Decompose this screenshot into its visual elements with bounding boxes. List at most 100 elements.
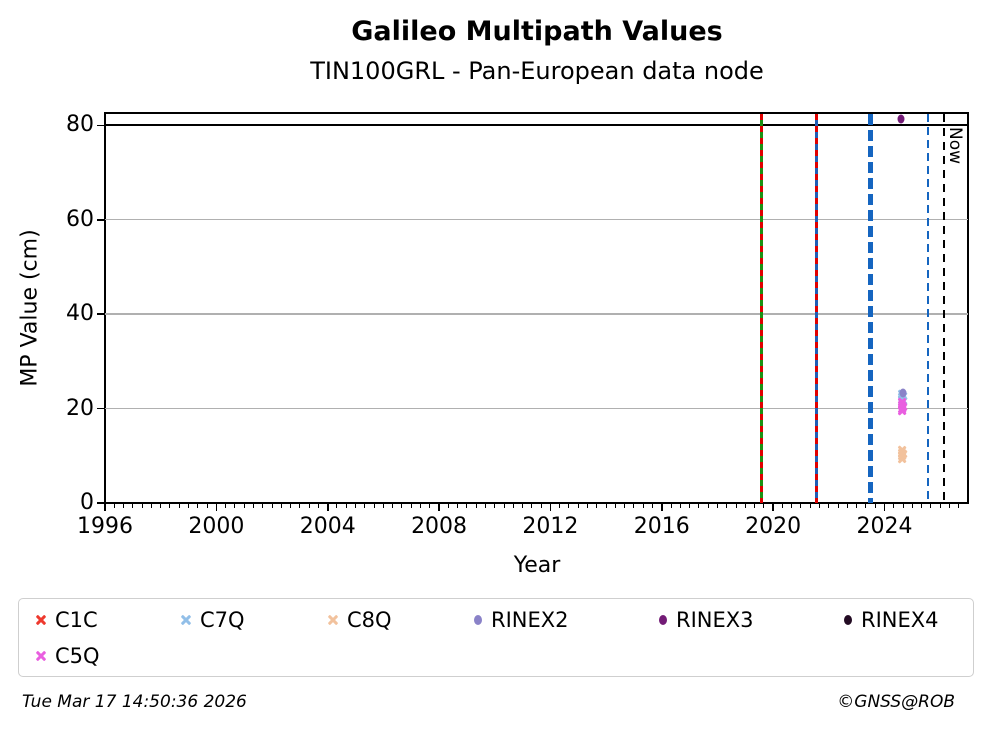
x-minor-tick xyxy=(401,504,403,508)
x-minor-tick xyxy=(308,504,310,508)
x-minor-tick xyxy=(763,504,765,508)
x-minor-tick xyxy=(447,504,449,508)
x-tick-label-2020: 2020 xyxy=(745,514,802,539)
footer-timestamp: Tue Mar 17 14:50:36 2026 xyxy=(22,692,247,712)
x-tick-2012 xyxy=(549,504,552,511)
x-minor-tick xyxy=(846,504,848,508)
x-minor-tick xyxy=(392,504,394,508)
x-minor-tick xyxy=(271,504,273,508)
x-tick-label-2012: 2012 xyxy=(522,514,579,539)
x-tick-2000 xyxy=(215,504,218,511)
x-minor-tick xyxy=(410,504,412,508)
legend-label-C7Q: C7Q xyxy=(200,608,245,632)
x-minor-tick xyxy=(132,504,134,508)
y-tick-20 xyxy=(97,407,104,410)
x-tick-label-2024: 2024 xyxy=(856,514,913,539)
x-minor-tick xyxy=(113,504,115,508)
plot-spine-top xyxy=(104,112,969,114)
x-tick-label-2016: 2016 xyxy=(633,514,690,539)
legend-marker-RINEX2-icon xyxy=(474,615,482,625)
footer-credit: ©GNSS@ROB xyxy=(837,692,955,712)
legend-item-RINEX3: RINEX3 xyxy=(659,608,844,632)
plot-spine-right xyxy=(967,112,969,504)
x-minor-tick xyxy=(559,504,561,508)
x-minor-tick xyxy=(178,504,180,508)
x-minor-tick xyxy=(540,504,542,508)
x-minor-tick xyxy=(893,504,895,508)
legend-item-C7Q: C7Q xyxy=(180,608,327,632)
x-minor-tick xyxy=(902,504,904,508)
x-minor-tick xyxy=(735,504,737,508)
y-tick-label-0: 0 xyxy=(80,490,94,515)
x-minor-tick xyxy=(614,504,616,508)
y-tick-label-60: 60 xyxy=(66,206,94,232)
x-minor-tick xyxy=(262,504,264,508)
x-minor-tick xyxy=(744,504,746,508)
y-tick-80 xyxy=(97,124,104,127)
point-C8Q xyxy=(899,450,907,458)
legend-label-RINEX3: RINEX3 xyxy=(676,608,754,632)
x-minor-tick xyxy=(160,504,162,508)
x-minor-tick xyxy=(670,504,672,508)
x-minor-tick xyxy=(512,504,514,508)
x-minor-tick xyxy=(819,504,821,508)
x-minor-tick xyxy=(503,504,505,508)
x-minor-tick xyxy=(317,504,319,508)
x-tick-label-2004: 2004 xyxy=(299,514,356,539)
x-minor-tick xyxy=(345,504,347,508)
x-minor-tick xyxy=(364,504,366,508)
x-minor-tick xyxy=(837,504,839,508)
x-tick-label-1996: 1996 xyxy=(77,514,133,539)
x-minor-tick xyxy=(865,504,867,508)
legend-item-C8Q: C8Q xyxy=(327,608,474,632)
y-tick-label-20: 20 xyxy=(66,395,94,421)
x-minor-tick xyxy=(522,504,524,508)
x-minor-tick xyxy=(596,504,598,508)
y-tick-label-40: 40 xyxy=(66,301,94,327)
x-minor-tick xyxy=(633,504,635,508)
x-minor-tick xyxy=(457,504,459,508)
event-2019-green-red-overlay xyxy=(760,114,764,503)
x-minor-tick xyxy=(290,504,292,508)
x-minor-tick xyxy=(624,504,626,508)
legend-marker-RINEX4-icon xyxy=(844,615,852,625)
x-minor-tick xyxy=(169,504,171,508)
x-minor-tick xyxy=(828,504,830,508)
legend-marker-C7Q-icon xyxy=(180,615,191,626)
x-minor-tick xyxy=(355,504,357,508)
point-RINEX2 xyxy=(899,388,907,398)
gridline-y-20 xyxy=(105,407,968,410)
x-minor-tick xyxy=(809,504,811,508)
x-minor-tick xyxy=(800,504,802,508)
chart-title: Galileo Multipath Values xyxy=(351,16,723,47)
x-tick-2016 xyxy=(660,504,663,511)
x-minor-tick xyxy=(948,504,950,508)
x-minor-tick xyxy=(605,504,607,508)
event-2025-blue-dashed-thin xyxy=(926,114,930,503)
x-minor-tick xyxy=(234,504,236,508)
x-minor-tick xyxy=(679,504,681,508)
x-minor-tick xyxy=(754,504,756,508)
x-minor-tick xyxy=(958,504,960,508)
x-minor-tick xyxy=(475,504,477,508)
x-tick-2008 xyxy=(438,504,440,511)
x-minor-tick xyxy=(150,504,152,508)
x-minor-tick xyxy=(336,504,338,508)
x-minor-tick xyxy=(651,504,653,508)
gridline-y-40 xyxy=(105,313,968,315)
x-minor-tick xyxy=(716,504,718,508)
x-minor-tick xyxy=(484,504,486,508)
x-minor-tick xyxy=(698,504,700,508)
x-minor-tick xyxy=(280,504,282,508)
y-tick-0 xyxy=(97,502,104,504)
event-2023-blue-dashed-thick xyxy=(868,114,873,503)
x-minor-tick xyxy=(299,504,301,508)
x-minor-tick xyxy=(577,504,579,508)
point-C5Q xyxy=(899,403,907,411)
legend-marker-RINEX3-icon xyxy=(659,615,667,625)
x-minor-tick xyxy=(243,504,245,508)
x-minor-tick xyxy=(930,504,932,508)
point-RINEX3 xyxy=(897,114,905,124)
x-minor-tick xyxy=(494,504,496,508)
